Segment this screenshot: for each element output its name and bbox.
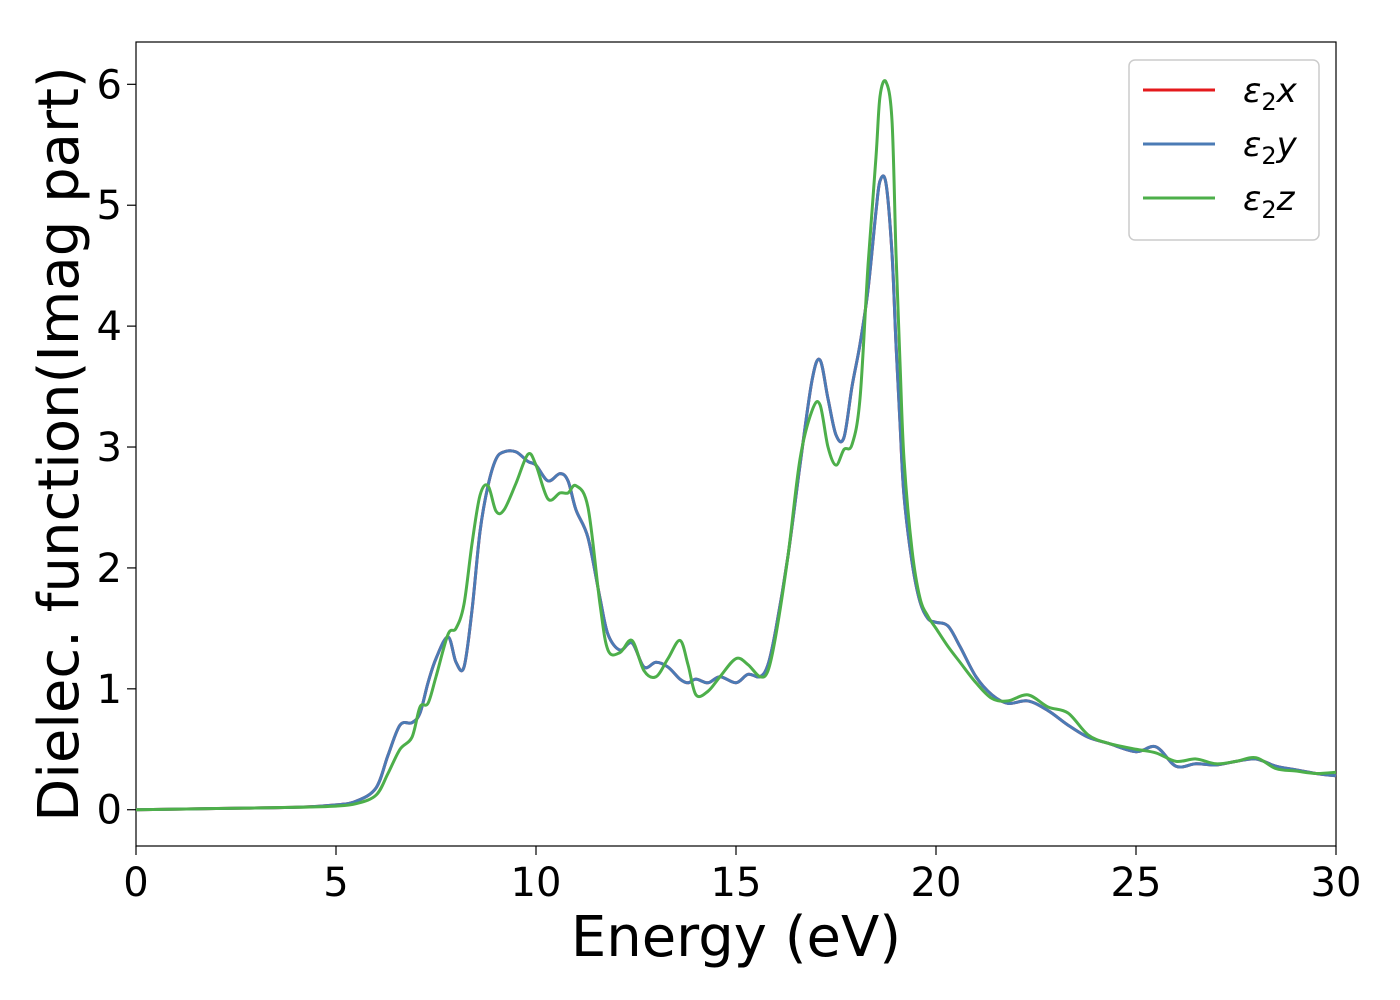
y-tick-label: 5 [97,183,122,229]
y-axis-title: Dielec. function(Imag part) [27,66,92,822]
x-tick-label: 5 [323,860,348,906]
y-tick-label: 1 [97,667,122,713]
x-tick-label: 25 [1111,860,1162,906]
series-line-1 [135,174,1337,812]
series-lines [135,79,1337,812]
y-tick-label: 3 [97,425,122,471]
y-tick-label: 6 [97,62,122,108]
x-tick-label: 10 [511,860,562,906]
legend: ε2x ε2y ε2z [1128,59,1320,241]
x-ticks: 0 5 10 15 20 25 30 [123,846,1361,906]
y-tick-label: 2 [97,546,122,592]
x-tick-label: 15 [711,860,762,906]
series-line-2 [135,174,1337,812]
x-axis-title: Energy (eV) [571,905,901,970]
y-ticks: 0 1 2 3 4 5 6 [97,62,136,834]
y-tick-label: 4 [97,304,122,350]
legend-label-1: ε2x [1243,71,1298,116]
legend-label-3: ε2z [1243,179,1296,224]
legend-label-2: ε2y [1243,125,1298,170]
x-tick-label: 30 [1311,860,1362,906]
y-tick-label: 0 [97,788,122,834]
x-tick-label: 0 [123,860,148,906]
series-line-3 [135,79,1337,812]
legend-box [1128,59,1320,241]
x-tick-label: 20 [911,860,962,906]
